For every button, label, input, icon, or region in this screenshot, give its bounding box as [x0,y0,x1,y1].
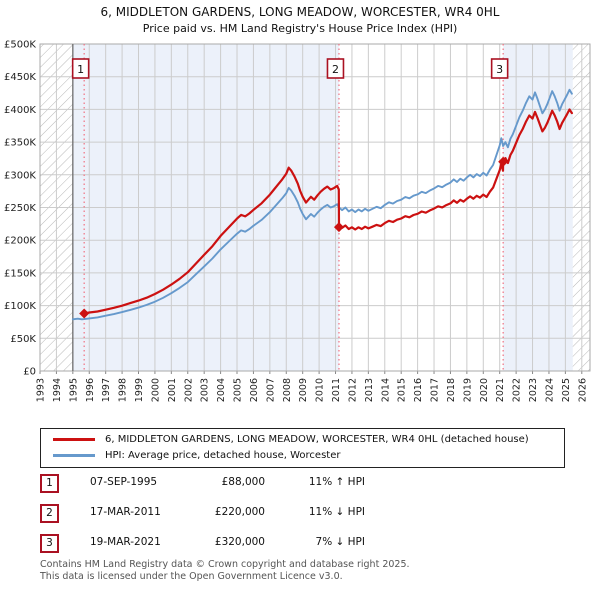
y-tick-label: £250K [4,203,36,214]
sale-marker-box [490,58,509,79]
x-tick-label: 1999 [134,378,145,402]
license-line-1: Contains HM Land Registry data © Crown c… [40,559,410,570]
x-tick-label: 2002 [183,378,194,402]
transaction-price: £220,000 [214,506,265,518]
transaction-hpi-diff: 11% ↓ HPI [308,506,365,518]
transaction-date: 19-MAR-2021 [90,536,161,548]
x-tick-label: 2019 [462,378,473,402]
transaction-price: £88,000 [221,476,265,488]
transaction-hpi-diff: 7% ↓ HPI [315,536,365,548]
x-tick-label: 2006 [249,378,260,402]
y-tick-label: £350K [4,138,36,149]
x-tick-label: 2013 [364,378,375,402]
price-paid-line [83,108,574,315]
transaction-number-badge: 1 [40,474,59,493]
x-tick-label: 2016 [413,378,424,402]
y-tick-label: £150K [4,268,36,279]
x-tick-label: 1993 [36,378,47,402]
price-paid-line-swatch [53,437,95,441]
hpi-line [71,88,573,321]
x-tick-label: 2005 [233,378,244,402]
x-tick-label: 2010 [315,378,326,402]
y-tick-label: £400K [4,105,36,116]
hpi-line-swatch [53,453,95,457]
transaction-row: 1 07-SEP-1995 £88,000 11% ↑ HPI [40,474,560,494]
x-tick-label: 2022 [512,378,523,402]
x-tick-label: 2023 [528,378,539,402]
x-tick-label: 1998 [118,378,129,402]
transaction-date: 07-SEP-1995 [90,476,158,488]
sale-marker-number: 2 [332,63,339,76]
page-subtitle: Price paid vs. HM Land Registry's House … [142,22,458,35]
x-tick-label: 2026 [577,378,588,402]
sale-marker-number: 1 [77,63,84,76]
x-tick-label: 1995 [68,378,79,402]
x-tick-label: 2004 [216,378,227,402]
legend-label: HPI: Average price, detached house, Worc… [105,449,341,461]
x-tick-label: 2020 [479,378,490,402]
x-tick-label: 2024 [544,378,555,402]
legend-label: 6, MIDDLETON GARDENS, LONG MEADOW, WORCE… [105,433,529,445]
transaction-date: 17-MAR-2011 [90,506,161,518]
transaction-hpi-diff: 11% ↑ HPI [308,476,365,488]
x-tick-label: 2025 [561,378,572,402]
transaction-row: 3 19-MAR-2021 £320,000 7% ↓ HPI [40,534,560,554]
x-tick-label: 1997 [101,378,112,402]
y-tick-label: £0 [23,367,36,378]
plot-border [39,43,591,372]
price-history-chart: £0 £50K £100K £150K £200K £250K £300K £350K £400… [4,40,591,402]
y-tick-label: £100K [4,301,36,312]
transaction-row: 2 17-MAR-2011 £220,000 11% ↓ HPI [40,504,560,524]
page-title: 6, MIDDLETON GARDENS, LONG MEADOW, WORCE… [100,5,500,19]
transaction-number-badge: 2 [40,504,59,523]
chart-legend: 6, MIDDLETON GARDENS, LONG MEADOW, WORCE… [40,428,565,468]
y-tick-label: £300K [4,170,36,181]
x-tick-label: 2018 [446,378,457,402]
y-tick-label: £50K [10,334,36,345]
license-line-2: This data is licensed under the Open Gov… [40,570,343,582]
x-tick-label: 2007 [265,378,276,402]
x-tick-label: 1996 [85,378,96,402]
transaction-price: £320,000 [214,536,265,548]
x-tick-label: 2015 [397,378,408,402]
legend-item-hpi: HPI: Average price, detached house, Worc… [41,447,564,463]
x-tick-label: 2003 [200,378,211,402]
license-note: Contains HM Land Registry data © Crown c… [40,559,410,582]
transaction-number-badge: 3 [40,534,59,553]
x-tick-label: 2014 [380,378,391,402]
sale-marker-number: 3 [496,63,503,76]
x-tick-label: 2011 [331,378,342,402]
x-tick-label: 2021 [495,378,506,402]
x-tick-label: 2017 [430,378,441,402]
sale-marker-box [326,58,345,79]
sale-point-diamond [333,222,344,233]
x-tick-label: 2008 [282,378,293,402]
legend-item-price-paid: 6, MIDDLETON GARDENS, LONG MEADOW, WORCE… [41,431,564,447]
x-tick-label: 2001 [167,378,178,402]
x-tick-label: 2009 [298,378,309,402]
sale-point-diamond [79,308,90,319]
x-tick-label: 2012 [347,378,358,402]
y-tick-label: £200K [4,236,36,247]
sale-point-diamond [498,156,509,167]
x-tick-label: 1994 [52,378,63,402]
y-tick-label: £450K [4,72,36,83]
sale-marker-box [71,58,90,79]
x-tick-label: 2000 [150,378,161,402]
y-tick-label: £500K [4,40,36,51]
